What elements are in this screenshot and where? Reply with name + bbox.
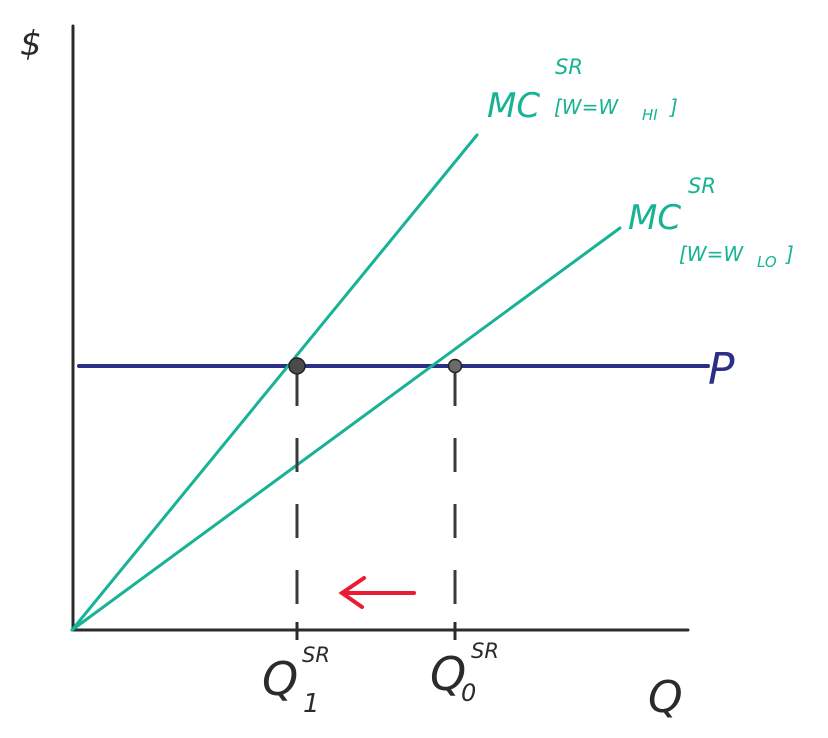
mc-hi-label-sup: SR	[555, 55, 583, 79]
q0-label-main: Q	[430, 647, 466, 701]
shift-arrow-head	[338, 576, 366, 609]
mc-lo-label-sub: [W=W	[679, 242, 744, 266]
mc-hi-label-sub-close: ]	[669, 95, 678, 119]
mc-hi-label: MC SR [W=W HI ]	[487, 55, 678, 126]
mc-lo-curve	[70, 226, 622, 632]
mc-hi-label-sub-tail: HI	[642, 106, 658, 124]
q0-intersection-point	[447, 358, 463, 374]
q1-label-sup: SR	[302, 643, 330, 667]
mc-hi-label-sub: [W=W	[554, 95, 619, 119]
y-axis-label: $	[20, 24, 42, 64]
q1-label-main: Q	[262, 652, 298, 706]
mc-lo-label-sub-close: ]	[785, 242, 794, 266]
q0-label-sup: SR	[471, 639, 499, 663]
q1-label: Q SR 1	[262, 643, 330, 719]
q0-label: Q SR 0	[430, 639, 499, 707]
mc-hi-curve	[70, 133, 479, 632]
q1-intersection-point	[288, 357, 306, 375]
shift-arrow	[338, 576, 416, 609]
price-label: P	[708, 344, 735, 395]
mc-lo-label-sub-tail: LO	[757, 253, 777, 271]
mc-lo-label: MC SR [W=W LO ]	[628, 174, 794, 271]
mc-lo-label-sup: SR	[688, 174, 716, 198]
q1-label-sub: 1	[303, 689, 320, 719]
mc-lo-label-main: MC	[628, 198, 681, 238]
q0-label-sub: 0	[461, 679, 476, 707]
x-axis-label: Q	[648, 672, 683, 723]
mc-hi-label-main: MC	[487, 86, 540, 126]
